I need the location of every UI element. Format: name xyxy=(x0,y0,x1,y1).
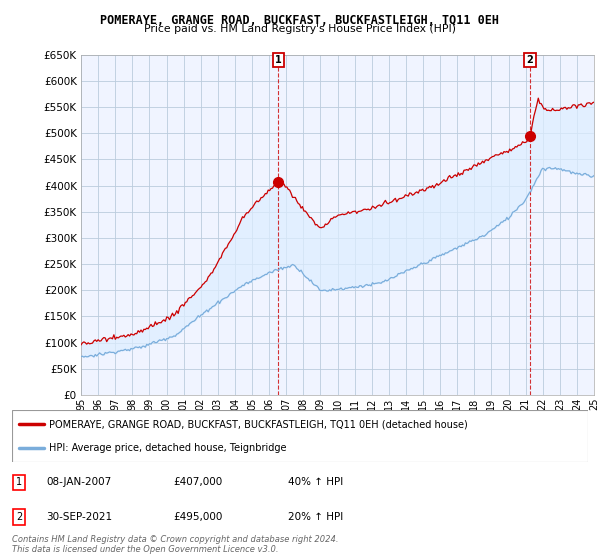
Text: POMERAYE, GRANGE ROAD, BUCKFAST, BUCKFASTLEIGH, TQ11 0EH (detached house): POMERAYE, GRANGE ROAD, BUCKFAST, BUCKFAS… xyxy=(49,419,468,430)
Text: 1: 1 xyxy=(275,55,282,65)
Text: 40% ↑ HPI: 40% ↑ HPI xyxy=(289,478,344,487)
Text: Price paid vs. HM Land Registry's House Price Index (HPI): Price paid vs. HM Land Registry's House … xyxy=(144,24,456,34)
Text: Contains HM Land Registry data © Crown copyright and database right 2024.
This d: Contains HM Land Registry data © Crown c… xyxy=(12,535,338,554)
Text: 08-JAN-2007: 08-JAN-2007 xyxy=(47,478,112,487)
Text: 2: 2 xyxy=(527,55,533,65)
Text: 30-SEP-2021: 30-SEP-2021 xyxy=(47,512,113,522)
Text: 20% ↑ HPI: 20% ↑ HPI xyxy=(289,512,344,522)
Text: HPI: Average price, detached house, Teignbridge: HPI: Average price, detached house, Teig… xyxy=(49,443,287,453)
Text: POMERAYE, GRANGE ROAD, BUCKFAST, BUCKFASTLEIGH, TQ11 0EH: POMERAYE, GRANGE ROAD, BUCKFAST, BUCKFAS… xyxy=(101,14,499,27)
Text: £407,000: £407,000 xyxy=(173,478,223,487)
Text: £495,000: £495,000 xyxy=(173,512,223,522)
Text: 1: 1 xyxy=(16,478,22,487)
Text: 2: 2 xyxy=(16,512,22,522)
